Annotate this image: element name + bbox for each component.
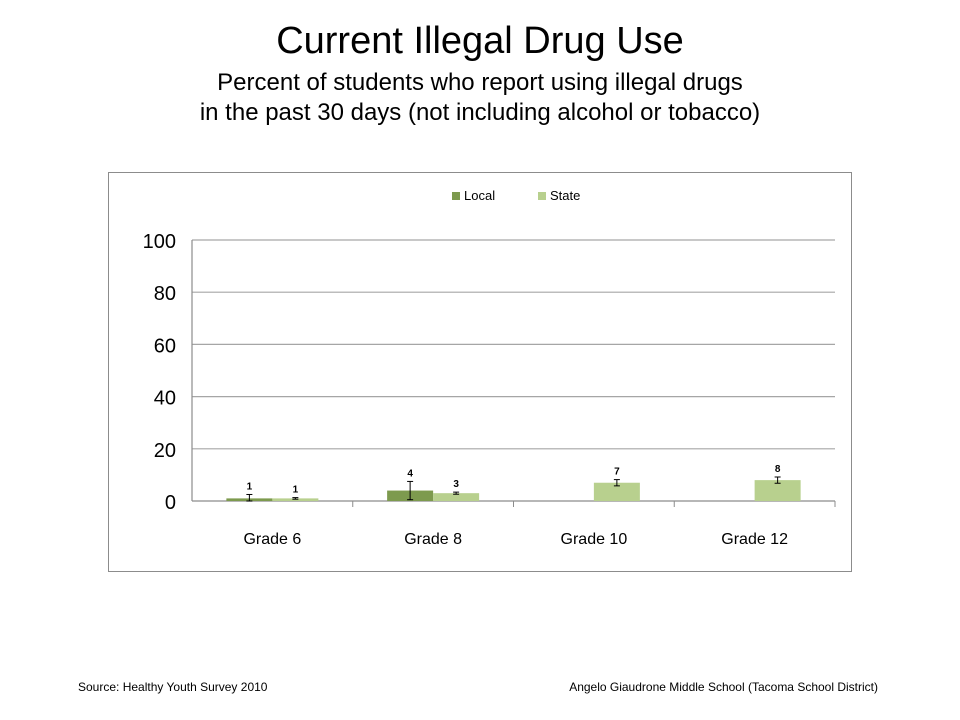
data-label: 8 <box>775 464 781 475</box>
chart-subtitle: Percent of students who report using ill… <box>0 68 960 128</box>
legend-swatch-local <box>452 192 460 200</box>
y-tick-label: 0 <box>165 492 176 514</box>
bar-chart: 0 20 40 60 80 100 Grade 6 1 1 Grade 8 4 3 Grade 10 7 G… <box>143 188 836 548</box>
bar-state <box>593 482 640 501</box>
bar-state <box>754 480 801 501</box>
subtitle-line-1: Percent of students who report using ill… <box>217 69 743 96</box>
data-label: 1 <box>247 481 253 492</box>
data-label: 7 <box>614 467 620 478</box>
y-tick-label: 20 <box>154 440 176 462</box>
bar-state <box>433 493 480 501</box>
y-tick-label: 40 <box>154 388 176 410</box>
legend-label-state: State <box>550 188 580 203</box>
legend-swatch-state <box>538 192 546 200</box>
y-tick-label: 100 <box>143 231 176 253</box>
x-tick-label: Grade 12 <box>721 531 788 548</box>
x-tick-label: Grade 6 <box>243 531 301 548</box>
chart-title: Current Illegal Drug Use <box>276 20 684 62</box>
y-tick-label: 80 <box>154 283 176 305</box>
legend-label-local: Local <box>464 188 495 203</box>
source-note: Source: Healthy Youth Survey 2010 <box>78 680 268 694</box>
y-tick-label: 60 <box>154 335 176 357</box>
chart-area: 0 20 40 60 80 100 Grade 6 1 1 Grade 8 4 3 Grade 10 7 G… <box>108 172 852 572</box>
subtitle-line-2: in the past 30 days (not including alcoh… <box>199 99 761 126</box>
data-label: 1 <box>293 485 299 496</box>
data-label: 4 <box>407 468 413 479</box>
bar-state <box>272 498 319 501</box>
school-note: Angelo Giaudrone Middle School (Tacoma S… <box>569 680 878 694</box>
x-tick-label: Grade 8 <box>404 531 462 548</box>
x-tick-label: Grade 10 <box>561 531 628 548</box>
data-label: 3 <box>453 479 459 490</box>
